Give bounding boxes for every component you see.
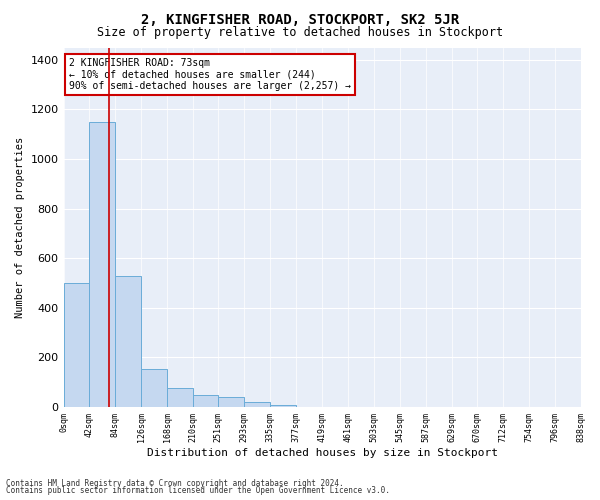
Bar bbox=[270, 404, 296, 407]
Bar bbox=[244, 402, 270, 407]
Text: Contains HM Land Registry data © Crown copyright and database right 2024.: Contains HM Land Registry data © Crown c… bbox=[6, 478, 344, 488]
Bar bbox=[167, 388, 193, 407]
Text: Size of property relative to detached houses in Stockport: Size of property relative to detached ho… bbox=[97, 26, 503, 39]
Text: 2, KINGFISHER ROAD, STOCKPORT, SK2 5JR: 2, KINGFISHER ROAD, STOCKPORT, SK2 5JR bbox=[141, 12, 459, 26]
Bar bbox=[193, 394, 218, 407]
Text: Contains public sector information licensed under the Open Government Licence v3: Contains public sector information licen… bbox=[6, 486, 390, 495]
Bar bbox=[89, 122, 115, 407]
X-axis label: Distribution of detached houses by size in Stockport: Distribution of detached houses by size … bbox=[146, 448, 497, 458]
Y-axis label: Number of detached properties: Number of detached properties bbox=[15, 136, 25, 318]
Text: 2 KINGFISHER ROAD: 73sqm
← 10% of detached houses are smaller (244)
90% of semi-: 2 KINGFISHER ROAD: 73sqm ← 10% of detach… bbox=[69, 58, 351, 92]
Bar bbox=[218, 397, 244, 407]
Bar bbox=[115, 276, 141, 407]
Bar bbox=[64, 283, 89, 407]
Bar bbox=[141, 368, 167, 407]
